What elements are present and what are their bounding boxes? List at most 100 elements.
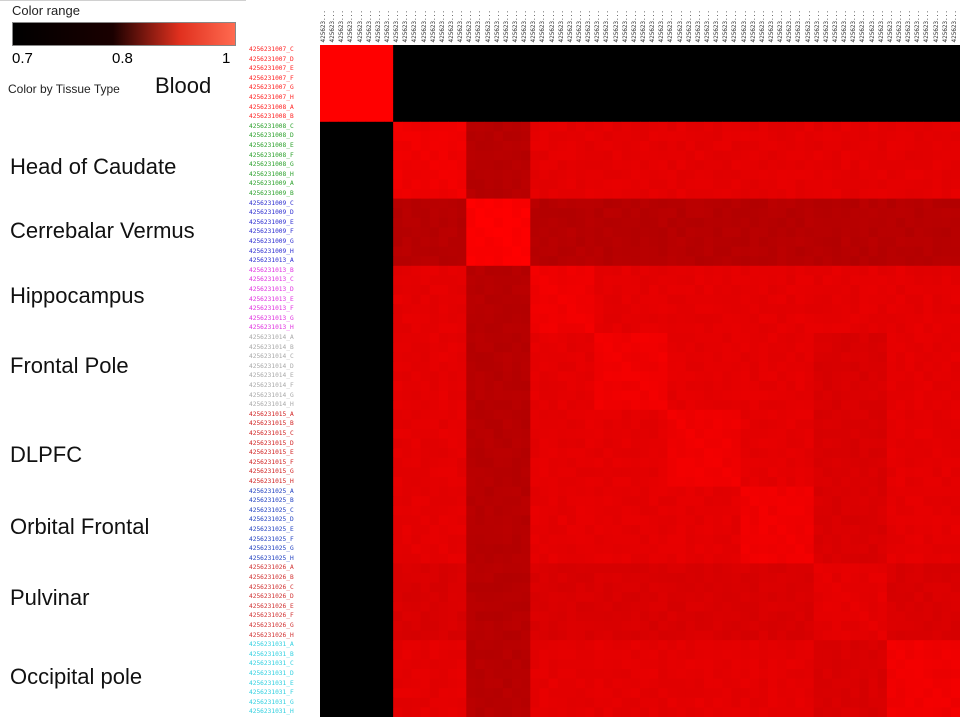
heatmap-cell [923, 525, 933, 535]
heatmap-cell [475, 496, 485, 507]
heatmap-cell [804, 304, 815, 315]
heatmap-cell [585, 400, 595, 411]
sample-row-label: 4256231015_G [249, 468, 294, 476]
heatmap-cell [905, 160, 915, 171]
heatmap-cell [457, 611, 467, 622]
heatmap-cell [822, 227, 833, 238]
heatmap-cell [713, 73, 723, 84]
heatmap-cell [694, 265, 705, 276]
heatmap-cell [329, 707, 339, 717]
heatmap-cell [393, 169, 403, 180]
heatmap-cell [749, 409, 760, 420]
heatmap-cell [557, 304, 568, 315]
heatmap-cell [795, 160, 805, 171]
heatmap-cell [932, 621, 943, 631]
heatmap-cell [365, 64, 376, 75]
heatmap-cell [813, 150, 824, 161]
heatmap-cell [347, 64, 357, 75]
heatmap-cell [338, 333, 348, 343]
heatmap-cell [512, 400, 522, 411]
heatmap-cell [740, 649, 751, 660]
heatmap-cell [585, 198, 595, 209]
heatmap-cell [859, 323, 869, 334]
heatmap-cell [466, 409, 476, 420]
heatmap-cell [877, 419, 888, 430]
heatmap-cell [704, 294, 714, 305]
heatmap-cell [557, 678, 568, 689]
heatmap-cell [566, 246, 577, 257]
heatmap-cell [566, 534, 577, 545]
heatmap-cell [576, 217, 586, 228]
heatmap-cell [365, 515, 376, 526]
heatmap-cell [621, 112, 632, 123]
heatmap-cell [685, 419, 696, 430]
heatmap-cell [658, 112, 668, 123]
heatmap-cell [886, 400, 897, 411]
heatmap-cell [676, 505, 687, 516]
heatmap-cell [621, 352, 632, 363]
heatmap-cell [457, 160, 467, 171]
heatmap-cell [667, 438, 677, 449]
heatmap-cell [630, 304, 641, 315]
heatmap-cell [740, 141, 751, 151]
heatmap-cell [886, 169, 897, 180]
heatmap-cell [374, 505, 385, 516]
heatmap-cell [813, 592, 824, 603]
heatmap-cell [402, 294, 412, 305]
heatmap-cell [475, 54, 485, 65]
heatmap-cell [530, 189, 540, 199]
heatmap-cell [502, 256, 513, 267]
heatmap-cell [338, 534, 348, 545]
heatmap-cell [493, 525, 504, 535]
heatmap-cell [841, 333, 851, 343]
heatmap-cell [813, 160, 824, 171]
sample-column-label: 425623... [402, 10, 410, 43]
heatmap-cell [512, 640, 522, 651]
heatmap-cell [877, 582, 888, 593]
heatmap-cell [365, 525, 376, 535]
heatmap-cell [786, 390, 796, 401]
heatmap-cell [667, 256, 677, 267]
heatmap-cell [539, 285, 549, 295]
heatmap-cell [694, 669, 705, 679]
heatmap-cell [658, 659, 668, 670]
heatmap-cell [347, 477, 357, 487]
heatmap-cell [950, 102, 960, 113]
heatmap-cell [438, 371, 449, 382]
heatmap-cell [768, 563, 778, 574]
heatmap-cell [448, 544, 458, 555]
heatmap-cell [393, 93, 403, 103]
heatmap-cell [914, 390, 924, 401]
heatmap-cell [786, 112, 796, 123]
heatmap-cell [941, 102, 952, 113]
heatmap-cell [374, 390, 385, 401]
heatmap-cell [448, 381, 458, 391]
heatmap-cell [658, 189, 668, 199]
heatmap-cell [658, 141, 668, 151]
heatmap-cell [484, 121, 495, 132]
heatmap-cell [950, 630, 960, 641]
heatmap-cell [667, 342, 677, 353]
heatmap-cell [923, 534, 933, 545]
heatmap-cell [557, 169, 568, 180]
heatmap-cell [384, 45, 394, 55]
heatmap-cell [438, 649, 449, 660]
heatmap-cell [329, 64, 339, 75]
heatmap-cell [475, 697, 485, 708]
heatmap-cell [502, 285, 513, 295]
heatmap-cell [594, 83, 604, 94]
heatmap-cell [566, 131, 577, 142]
heatmap-cell [420, 198, 431, 209]
heatmap-cell [539, 457, 549, 468]
heatmap-cell [740, 131, 751, 142]
heatmap-cell [338, 544, 348, 555]
color-range-tick-mid: 0.8 [112, 50, 133, 67]
sample-column-label: 425623... [548, 10, 556, 43]
heatmap-cell [557, 361, 568, 372]
heatmap-cell [411, 304, 421, 315]
heatmap-cell [329, 169, 339, 180]
sample-row-label: 4256231013_E [249, 295, 294, 303]
heatmap-cell [676, 246, 687, 257]
heatmap-cell [612, 189, 623, 199]
heatmap-cell [603, 534, 613, 545]
